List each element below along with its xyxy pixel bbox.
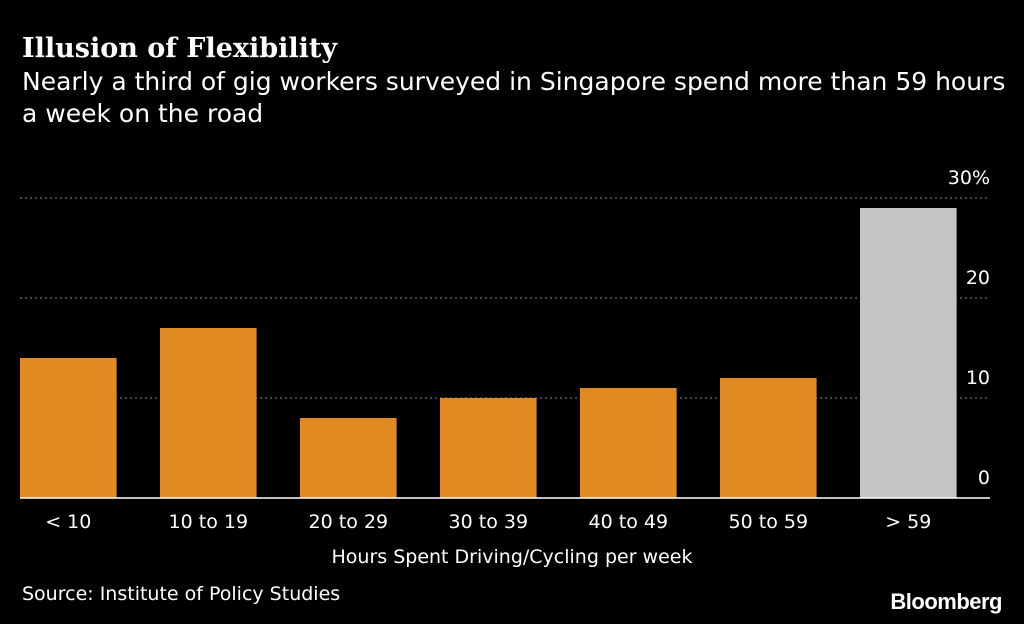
y-tick-label: 30% xyxy=(948,167,990,189)
bar-7 xyxy=(860,208,957,498)
bar-6 xyxy=(720,378,817,498)
bloomberg-logo: Bloomberg xyxy=(890,589,1002,614)
chart-title: Illusion of Flexibility xyxy=(22,33,338,64)
bar-1 xyxy=(20,358,117,498)
bar-5 xyxy=(580,388,677,498)
x-tick-label: 10 to 19 xyxy=(169,511,249,533)
x-tick-label: > 59 xyxy=(885,511,931,533)
x-tick-label: < 10 xyxy=(45,511,91,533)
x-tick-label: 40 to 49 xyxy=(589,511,669,533)
y-tick-label: 20 xyxy=(966,267,990,289)
x-axis-title: Hours Spent Driving/Cycling per week xyxy=(332,546,693,568)
x-tick-label: 20 to 29 xyxy=(309,511,389,533)
bar-4 xyxy=(440,398,537,498)
x-tick-label: 50 to 59 xyxy=(729,511,809,533)
chart-subtitle: Nearly a third of gig workers surveyed i… xyxy=(22,67,1006,128)
source-note: Source: Institute of Policy Studies xyxy=(22,583,341,605)
bar-3 xyxy=(300,418,397,498)
y-tick-label: 0 xyxy=(978,467,990,489)
x-tick-label: 30 to 39 xyxy=(449,511,529,533)
bar-2 xyxy=(160,328,257,498)
y-tick-label: 10 xyxy=(966,367,990,389)
